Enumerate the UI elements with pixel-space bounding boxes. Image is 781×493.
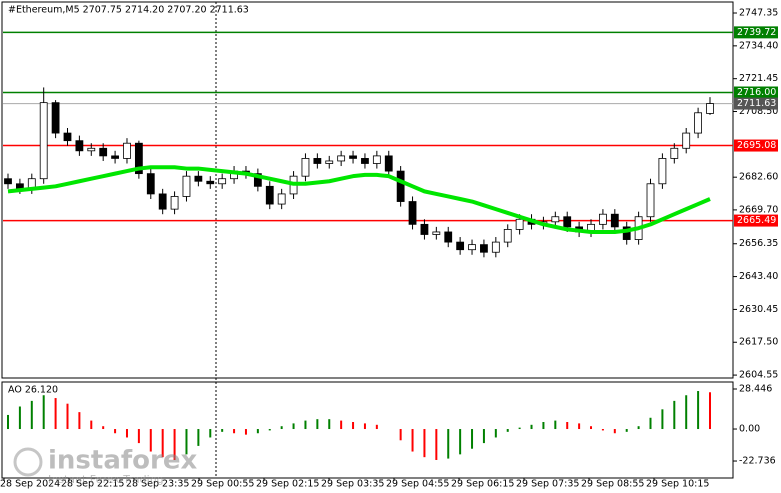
current-price-label: 2711.63 [737,98,776,109]
chart-header: #Ethereum,M5 2707.75 2714.20 2707.20 271… [8,5,249,16]
candle-body [325,160,334,164]
candle-body [503,229,512,243]
candle-body [408,201,417,225]
y-tick-label: 2682.60 [739,172,778,183]
candle-body [313,158,322,164]
candle-body [218,178,227,185]
candle-body [265,185,274,205]
x-tick-label: 29 Sep 00:55 [191,479,254,490]
indicator-y-tick-label: 28.446 [739,383,772,394]
candle-body [682,132,691,149]
candle-body [87,147,96,152]
indicator-y-tick-label: -22.736 [739,456,776,467]
candle-body [670,147,679,159]
x-tick-label: 29 Sep 03:35 [321,479,384,490]
candle-body [610,213,619,228]
candle-body [599,213,607,225]
watermark-logo [13,447,43,477]
level-label-box [734,139,778,152]
candle-body [515,218,524,230]
candle-body [432,231,441,235]
candle-body [99,147,108,157]
candle-body [194,175,203,182]
price-pane [1,1,734,379]
y-tick-label: 2604.55 [739,370,778,381]
candle-body [39,102,48,180]
indicator-y-tick-label: 0.00 [739,424,760,435]
y-tick-label: 2747.35 [739,8,778,19]
level-label: 2739.72 [737,27,776,38]
candle-body [563,216,572,228]
watermark-tagline: Instant Forex Trading [48,473,164,486]
indicator-pane [1,381,734,479]
level-label-box [734,214,778,227]
candle-body [491,241,500,253]
candle-body [551,216,560,223]
candle-body [361,158,369,164]
candle-body [277,193,286,205]
y-tick-label: 2617.50 [739,337,778,348]
level-label: 2665.49 [737,215,776,226]
current-price-box [734,97,778,110]
candle-body [706,103,714,114]
candle-body [337,155,346,162]
candle-body [694,112,703,134]
level-label-box [734,26,778,39]
x-tick-label: 28 Sep 2024 [0,479,60,490]
candle-body [182,175,191,197]
x-tick-label: 29 Sep 08:55 [581,479,644,490]
y-tick-label: 2708.50 [739,106,778,117]
candle-body [349,155,357,159]
y-tick-label: 2721.45 [739,73,778,84]
candle-body [4,178,12,185]
y-tick-label: 2656.35 [739,238,778,249]
candle-body [158,193,167,210]
x-tick-label: 28 Sep 23:35 [126,479,189,490]
candle-body [480,244,488,253]
candle-body [456,241,465,251]
watermark-brand: instaforex [48,446,198,476]
candle-body [206,180,215,185]
candle-body [123,142,131,159]
level-label: 2695.08 [737,140,776,151]
candle-body [170,196,179,210]
candle-body [396,170,405,202]
y-tick-label: 2669.70 [739,204,778,215]
candle-body [646,183,655,218]
x-tick-label: 29 Sep 06:15 [451,479,514,490]
candle-body [420,223,429,235]
candle-body [111,155,119,159]
candle-body [146,173,155,195]
y-tick-label: 2630.45 [739,304,778,315]
candle-body [658,158,667,185]
candle-body [253,173,262,187]
candle-body [134,142,143,175]
candle-body [384,155,393,172]
x-tick-label: 29 Sep 04:55 [386,479,449,490]
x-tick-label: 29 Sep 02:15 [256,479,319,490]
watermark: instaforex Instant Forex Trading [13,446,198,486]
candle-body [468,244,476,251]
candle-body [622,226,631,240]
candle-body [444,231,453,243]
moving-average [7,165,711,234]
x-tick-label: 28 Sep 22:15 [61,479,124,490]
candle-body [372,155,381,164]
y-tick-label: 2734.40 [739,40,778,51]
x-tick-label: 29 Sep 07:35 [516,479,579,490]
indicator-title: AO 26.120 [8,385,58,396]
level-label: 2716.00 [737,87,776,98]
candle-body [75,140,84,152]
x-tick-label: 29 Sep 10:15 [646,479,709,490]
candle-body [63,132,72,142]
candle-body [51,102,60,134]
candle-body [301,158,310,177]
y-tick-label: 2643.40 [739,271,778,282]
level-label-box [734,86,778,99]
